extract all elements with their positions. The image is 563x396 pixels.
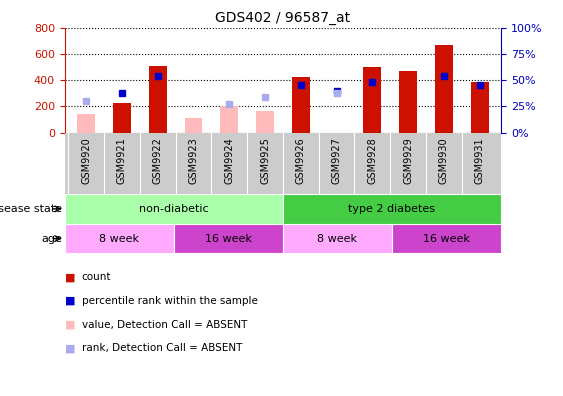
Bar — [363, 67, 381, 133]
Text: 8 week: 8 week — [99, 234, 139, 244]
Bar — [283, 224, 392, 253]
Text: GSM9921: GSM9921 — [117, 137, 127, 184]
Bar — [392, 224, 501, 253]
Bar — [185, 118, 203, 133]
Bar — [65, 224, 174, 253]
Text: ■: ■ — [65, 272, 75, 282]
Text: percentile rank within the sample: percentile rank within the sample — [82, 296, 257, 306]
Text: rank, Detection Call = ABSENT: rank, Detection Call = ABSENT — [82, 343, 242, 354]
Bar — [471, 82, 489, 133]
Bar — [65, 194, 283, 224]
Text: GSM9922: GSM9922 — [153, 137, 163, 185]
Text: GSM9931: GSM9931 — [475, 137, 485, 184]
Text: GSM9930: GSM9930 — [439, 137, 449, 184]
Text: GSM9929: GSM9929 — [403, 137, 413, 184]
Bar — [256, 111, 274, 133]
Text: GSM9924: GSM9924 — [224, 137, 234, 184]
Text: GSM9926: GSM9926 — [296, 137, 306, 184]
Text: age: age — [41, 234, 62, 244]
Bar — [77, 114, 95, 133]
Text: count: count — [82, 272, 111, 282]
Text: GSM9927: GSM9927 — [332, 137, 342, 185]
Bar — [292, 77, 310, 133]
Bar — [113, 103, 131, 133]
Bar — [174, 224, 283, 253]
Text: GSM9928: GSM9928 — [367, 137, 377, 184]
Text: ■: ■ — [65, 296, 75, 306]
Text: non-diabetic: non-diabetic — [139, 204, 209, 214]
Bar — [283, 194, 501, 224]
Text: GSM9923: GSM9923 — [189, 137, 199, 184]
Title: GDS402 / 96587_at: GDS402 / 96587_at — [215, 11, 351, 25]
Text: disease state: disease state — [0, 204, 62, 214]
Text: value, Detection Call = ABSENT: value, Detection Call = ABSENT — [82, 320, 247, 330]
Text: GSM9920: GSM9920 — [81, 137, 91, 184]
Text: GSM9925: GSM9925 — [260, 137, 270, 185]
Text: ■: ■ — [65, 343, 75, 354]
Bar — [220, 107, 238, 133]
Text: 16 week: 16 week — [205, 234, 252, 244]
Text: 8 week: 8 week — [318, 234, 358, 244]
Bar — [435, 46, 453, 133]
Text: ■: ■ — [65, 320, 75, 330]
Text: type 2 diabetes: type 2 diabetes — [348, 204, 436, 214]
Bar — [149, 66, 167, 133]
Bar — [399, 71, 417, 133]
Text: 16 week: 16 week — [423, 234, 470, 244]
